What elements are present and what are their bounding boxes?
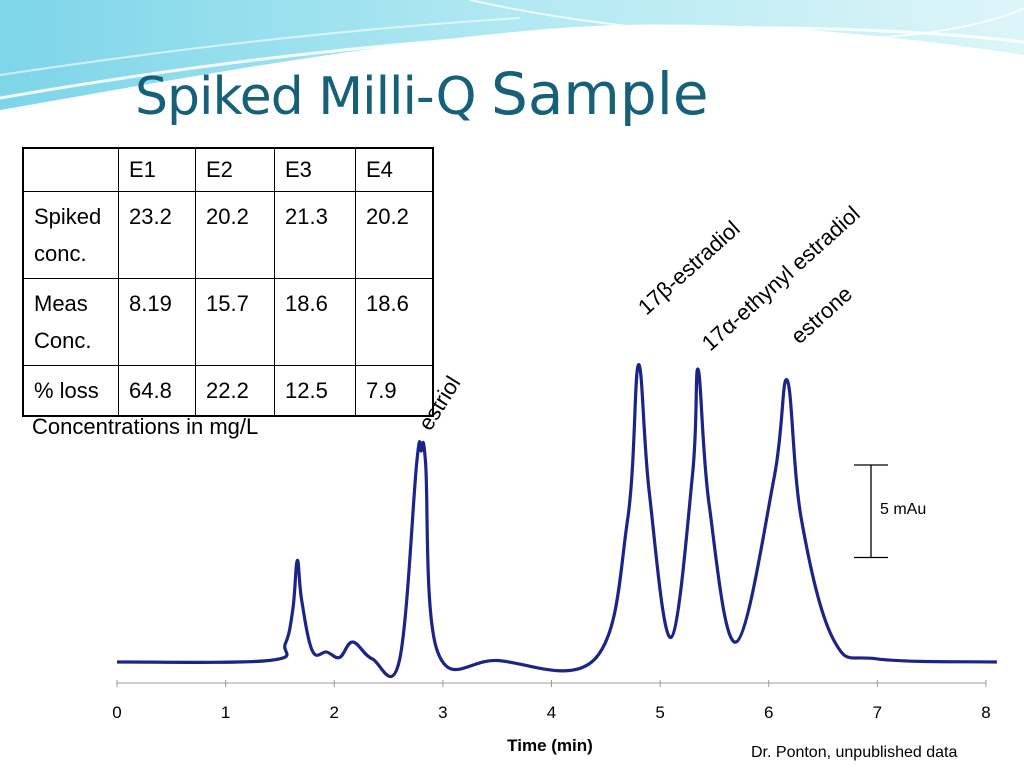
header-wave-decoration bbox=[0, 0, 1024, 110]
slide-title-part2: Sample bbox=[491, 60, 709, 128]
table-cell: 15.7 bbox=[195, 278, 275, 366]
table-row: Meas Conc. 8.19 15.7 18.6 18.6 bbox=[22, 278, 434, 366]
row-label-line1: Meas bbox=[34, 291, 88, 316]
table-cell: 20.2 bbox=[355, 191, 434, 279]
table-cell: 22.2 bbox=[195, 365, 275, 417]
x-tick-label: 0 bbox=[112, 703, 121, 722]
table-cell: 18.6 bbox=[274, 278, 356, 366]
table-row: % loss 64.8 22.2 12.5 7.9 bbox=[22, 365, 434, 417]
x-tick-label: 1 bbox=[221, 703, 230, 722]
x-tick-label: 8 bbox=[981, 703, 990, 722]
table-row: Spiked conc. 23.2 20.2 21.3 20.2 bbox=[22, 191, 434, 279]
table-cell: 18.6 bbox=[355, 278, 434, 366]
peak-label: estriol bbox=[413, 372, 465, 435]
x-tick-label: 4 bbox=[547, 703, 556, 722]
x-tick-label: 5 bbox=[655, 703, 664, 722]
table-cell: 20.2 bbox=[195, 191, 275, 279]
table-header-cell: E1 bbox=[118, 147, 196, 192]
slide-title: Spiked Milli-Q Sample bbox=[135, 60, 709, 128]
credit-text: Dr. Ponton, unpublished data bbox=[751, 744, 958, 761]
table-cell: 12.5 bbox=[274, 365, 356, 417]
table-cell: 7.9 bbox=[355, 365, 434, 417]
row-label-line2: Conc. bbox=[34, 328, 92, 353]
row-label-line1: % loss bbox=[34, 378, 99, 403]
x-tick-label: 6 bbox=[764, 703, 773, 722]
table-row-label: Meas Conc. bbox=[22, 278, 119, 366]
chromatogram-trace bbox=[116, 363, 997, 679]
scale-bar-label: 5 mAu bbox=[880, 501, 926, 518]
row-label-line1: Spiked bbox=[34, 204, 102, 229]
row-label-line2: conc. bbox=[34, 241, 87, 266]
table-cell: 23.2 bbox=[118, 191, 196, 279]
x-tick-label: 2 bbox=[330, 703, 339, 722]
peak-label: 17β-estradiol bbox=[633, 216, 745, 320]
concentration-table: E1 E2 E3 E4 Spiked conc. 23.2 20.2 21.3 2… bbox=[22, 147, 434, 417]
units-note: Concentrations in mg/L bbox=[32, 414, 259, 439]
table-row-label: % loss bbox=[22, 365, 119, 417]
peak-label: estrone bbox=[786, 281, 857, 349]
x-axis-title: Time (min) bbox=[507, 736, 593, 755]
x-tick-label: 3 bbox=[438, 703, 447, 722]
x-tick-label: 7 bbox=[873, 703, 882, 722]
slide-title-part1: Spiked Milli-Q bbox=[135, 67, 492, 127]
